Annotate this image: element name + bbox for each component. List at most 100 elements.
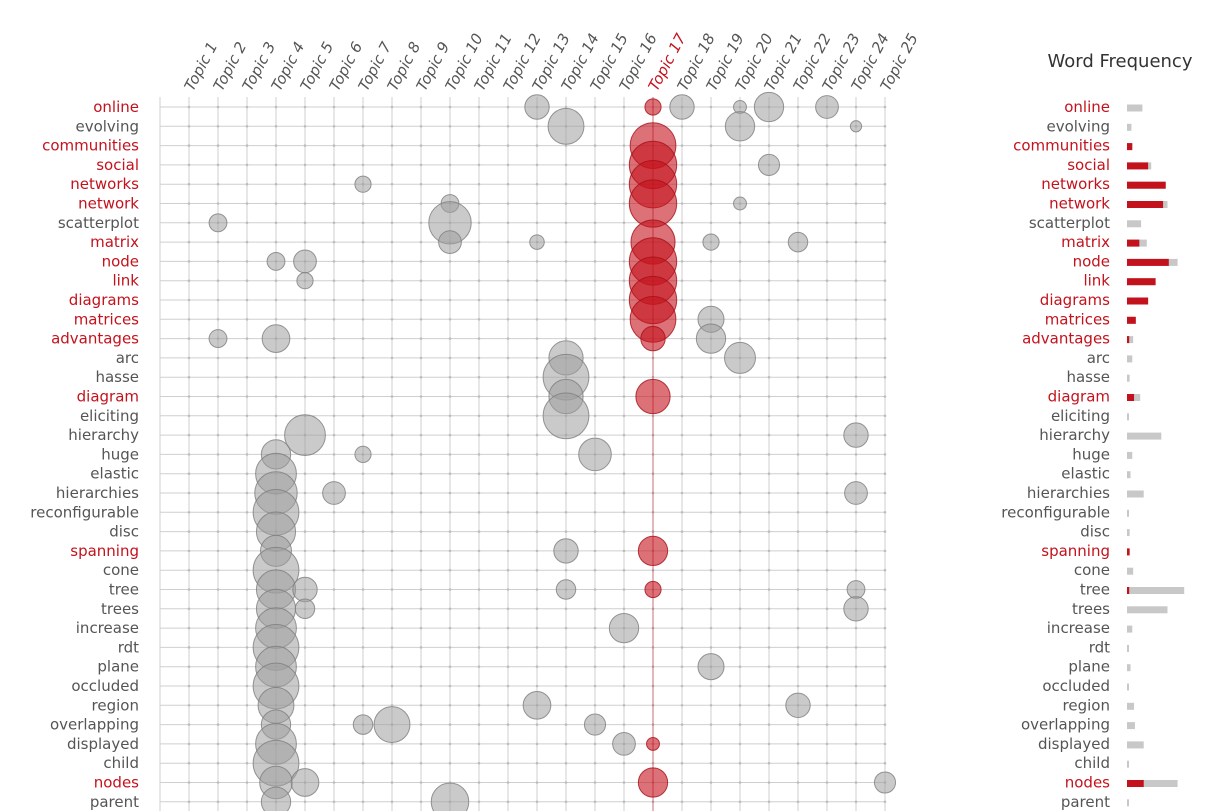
grid-dot: [535, 221, 539, 225]
bubble[interactable]: [640, 325, 666, 352]
bubble[interactable]: [354, 175, 372, 193]
bubble[interactable]: [352, 714, 374, 735]
bubble[interactable]: [644, 98, 662, 116]
grid-dot: [825, 684, 829, 688]
grid-dot: [622, 375, 626, 379]
bubble[interactable]: [846, 580, 866, 599]
bubble[interactable]: [292, 576, 318, 603]
grid-dot: [187, 453, 191, 456]
grid-dot: [883, 337, 887, 340]
bubble[interactable]: [555, 579, 577, 600]
bubble[interactable]: [373, 706, 411, 744]
grid-dot: [419, 202, 423, 205]
bubble[interactable]: [266, 251, 286, 271]
bubble[interactable]: [608, 612, 640, 644]
bubble[interactable]: [354, 445, 372, 463]
bubble[interactable]: [637, 767, 669, 798]
grid-dot: [477, 375, 481, 379]
grid-dot: [187, 163, 191, 167]
freq-row-label: online: [1064, 98, 1110, 116]
row-label: hasse: [95, 368, 139, 386]
grid-dot: [477, 723, 481, 726]
grid-dot: [767, 395, 771, 398]
grid-dot: [593, 491, 597, 495]
grid-dot: [854, 260, 858, 263]
bubble[interactable]: [524, 94, 550, 120]
bubble[interactable]: [733, 196, 747, 211]
grid-dot: [303, 125, 307, 128]
bubble[interactable]: [753, 91, 785, 123]
grid-dot: [303, 704, 307, 707]
freq-row-label: scatterplot: [1029, 214, 1110, 232]
bubble[interactable]: [438, 230, 462, 254]
bubble[interactable]: [844, 481, 868, 505]
bubble[interactable]: [293, 249, 317, 274]
bubble[interactable]: [542, 392, 590, 440]
bubble[interactable]: [724, 111, 756, 142]
bubble[interactable]: [843, 596, 869, 622]
bubble[interactable]: [583, 713, 607, 736]
bubble[interactable]: [529, 234, 545, 250]
grid-dot: [216, 318, 220, 321]
bubble[interactable]: [612, 732, 636, 756]
grid-dot: [564, 511, 568, 514]
grid-dot: [854, 723, 858, 726]
bubble[interactable]: [290, 768, 320, 797]
grid-dot: [303, 549, 307, 553]
grid-dot: [854, 665, 858, 668]
bubble[interactable]: [724, 341, 756, 374]
bubble[interactable]: [322, 481, 346, 505]
bubble[interactable]: [843, 422, 869, 448]
grid-dot: [680, 337, 684, 340]
grid-dot: [767, 240, 771, 244]
bubble[interactable]: [208, 213, 228, 233]
grid-dot: [274, 375, 278, 379]
grid-dot: [564, 337, 568, 340]
bubble[interactable]: [260, 786, 292, 811]
bubble[interactable]: [578, 437, 612, 472]
bubble[interactable]: [757, 153, 781, 176]
bubble[interactable]: [553, 538, 579, 564]
bubble[interactable]: [261, 324, 291, 353]
bubble[interactable]: [815, 95, 839, 119]
bubble[interactable]: [669, 94, 695, 120]
grid-dot: [738, 221, 742, 225]
grid-dot: [825, 337, 829, 340]
bubble[interactable]: [787, 231, 809, 253]
grid-dot: [535, 337, 539, 340]
grid-dot: [216, 626, 220, 630]
bubble[interactable]: [296, 272, 314, 290]
bubble[interactable]: [695, 323, 727, 354]
bubble[interactable]: [849, 120, 863, 133]
bubble[interactable]: [873, 771, 897, 794]
freq-row-label: hierarchy: [1039, 426, 1110, 444]
bubble[interactable]: [208, 329, 228, 349]
grid-dot: [593, 318, 597, 321]
grid-dot: [854, 298, 858, 302]
freq-row-label: reconfigurable: [1001, 503, 1110, 521]
bubble[interactable]: [702, 233, 720, 251]
freq-row-label: overlapping: [1021, 716, 1110, 734]
bubble[interactable]: [635, 378, 671, 415]
grid-dot: [477, 530, 481, 533]
bubble[interactable]: [646, 736, 660, 751]
grid-dot: [187, 761, 191, 765]
grid-dot: [419, 511, 423, 514]
bubble[interactable]: [644, 580, 662, 599]
grid-dot: [303, 568, 307, 572]
grid-dot: [390, 684, 394, 688]
grid-dot: [390, 395, 394, 398]
bubble[interactable]: [284, 414, 326, 457]
grid-dot: [593, 549, 597, 553]
bubble[interactable]: [697, 653, 725, 681]
bubble[interactable]: [430, 782, 470, 811]
bubble[interactable]: [785, 692, 811, 718]
bubble[interactable]: [547, 107, 585, 145]
grid-dot: [216, 260, 220, 263]
grid-dot: [680, 356, 684, 360]
grid-dot: [535, 472, 539, 476]
bubble[interactable]: [294, 598, 316, 620]
bubble[interactable]: [637, 535, 669, 567]
grid-dot: [767, 704, 771, 707]
bubble[interactable]: [522, 690, 552, 720]
